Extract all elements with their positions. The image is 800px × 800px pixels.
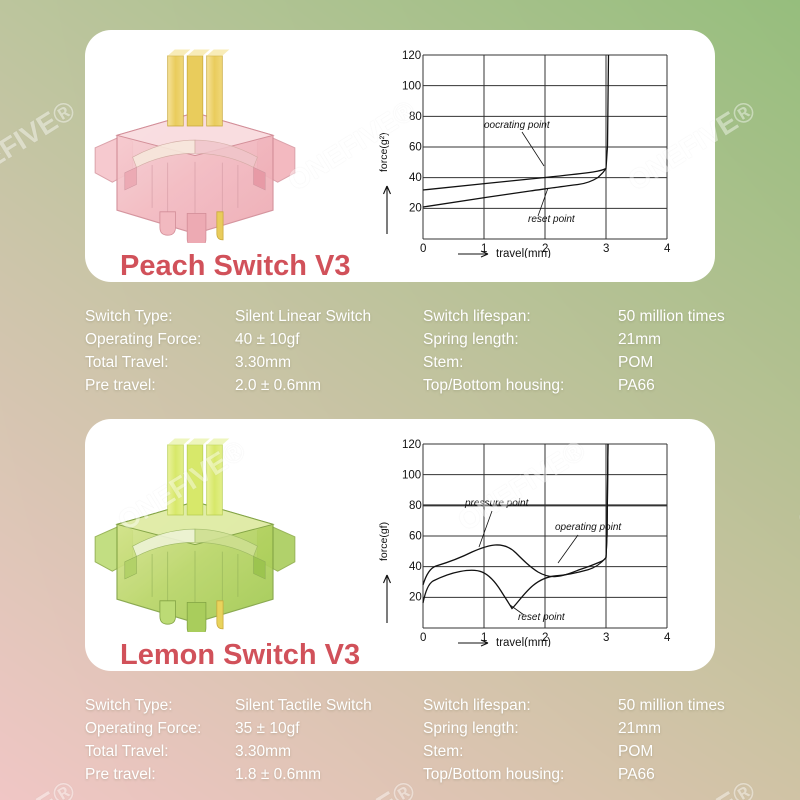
svg-text:40: 40 [409, 172, 422, 184]
svg-text:100: 100 [402, 81, 421, 93]
svg-text:pressure point: pressure point [464, 498, 530, 509]
svg-text:reset point: reset point [528, 214, 576, 225]
svg-text:60: 60 [409, 531, 422, 543]
svg-text:force(g²): force(g²) [378, 132, 390, 172]
svg-text:120: 120 [402, 50, 421, 62]
svg-text:0: 0 [420, 243, 426, 255]
svg-text:20: 20 [409, 592, 422, 604]
svg-text:travel(mm): travel(mm) [496, 637, 551, 647]
svg-text:4: 4 [664, 243, 671, 255]
svg-text:0: 0 [420, 632, 426, 644]
svg-text:3: 3 [603, 243, 609, 255]
svg-text:120: 120 [402, 439, 421, 451]
svg-text:80: 80 [409, 500, 422, 512]
svg-text:travel(mm): travel(mm) [496, 248, 551, 258]
svg-text:4: 4 [664, 632, 671, 644]
svg-text:operating point: operating point [555, 522, 622, 533]
svg-text:20: 20 [409, 203, 422, 215]
svg-text:80: 80 [409, 111, 422, 123]
svg-text:100: 100 [402, 470, 421, 482]
svg-text:force(gf): force(gf) [378, 522, 390, 561]
svg-text:oocrating point: oocrating point [484, 120, 551, 131]
svg-text:60: 60 [409, 142, 422, 154]
svg-text:40: 40 [409, 561, 422, 573]
svg-text:reset point: reset point [518, 612, 566, 623]
svg-text:3: 3 [603, 632, 609, 644]
